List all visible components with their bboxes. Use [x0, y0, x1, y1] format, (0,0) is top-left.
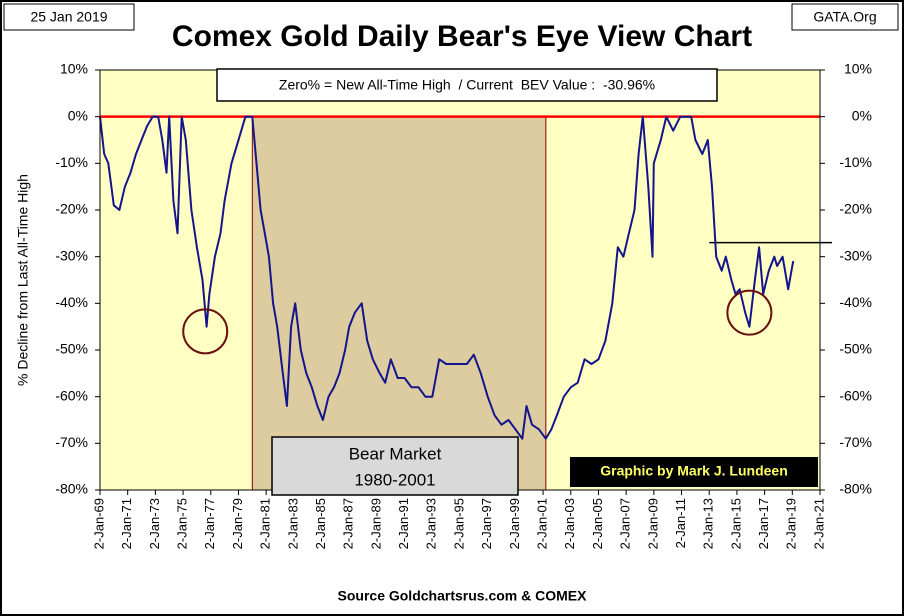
x-tick-label: 2-Jan-15 — [728, 498, 743, 549]
x-tick-label: 2-Jan-75 — [175, 498, 190, 549]
info-text: Zero% = New All-Time High / Current BEV … — [279, 77, 655, 93]
y-tick-label: -80% — [55, 481, 88, 497]
x-tick-label: 2-Jan-79 — [230, 498, 245, 549]
date-stamp: 25 Jan 2019 — [30, 9, 107, 25]
y-tick-label: -10% — [55, 154, 88, 170]
highlight-circle — [182, 308, 229, 355]
y-axis-label: % Decline from Last All-Time High — [15, 174, 31, 386]
credit-box — [570, 457, 818, 487]
x-tick-label: 2-Jan-81 — [258, 498, 273, 549]
y2-tick-label: -40% — [839, 294, 872, 310]
x-tick-label: 2-Jan-73 — [147, 498, 162, 549]
x-tick-label: 2-Jan-97 — [479, 498, 494, 549]
x-tick-label: 2-Jan-85 — [313, 498, 328, 549]
x-tick-label: 2-Jan-09 — [645, 498, 660, 549]
x-tick-label: 2-Jan-95 — [451, 498, 466, 549]
y2-tick-label: -80% — [839, 481, 872, 497]
y2-tick-label: -50% — [839, 341, 872, 357]
highlight-circle — [726, 289, 773, 336]
y-tick-label: 0% — [68, 107, 88, 123]
x-tick-label: 2-Jan-71 — [119, 498, 134, 549]
chart-title: Comex Gold Daily Bear's Eye View Chart — [172, 20, 752, 53]
bear-market-region — [251, 116, 547, 491]
x-tick-label: 2-Jan-05 — [590, 498, 605, 549]
y-tick-label: -70% — [55, 434, 88, 450]
x-tick-label: 2-Jan-17 — [756, 498, 771, 549]
y2-tick-label: -70% — [839, 434, 872, 450]
x-tick-label: 2-Jan-13 — [701, 498, 716, 549]
source: Source Goldchartsrus.com & COMEX — [338, 588, 588, 604]
x-tick-label: 2-Jan-11 — [673, 498, 688, 548]
y-tick-label: 10% — [60, 61, 88, 77]
x-tick-label: 2-Jan-07 — [618, 498, 633, 549]
x-tick-label: 2-Jan-03 — [562, 498, 577, 549]
bear-label: Bear Market — [349, 444, 442, 463]
x-tick-label: 2-Jan-69 — [91, 498, 106, 549]
y-tick-label: -40% — [55, 294, 88, 310]
y2-tick-label: -60% — [839, 387, 872, 403]
bear-label: 1980-2001 — [354, 470, 435, 489]
site: GATA.Org — [813, 9, 876, 25]
x-tick-label: 2-Jan-19 — [784, 498, 799, 549]
y2-tick-label: -30% — [839, 247, 872, 263]
x-tick-label: 2-Jan-99 — [507, 498, 522, 549]
date-box — [3, 3, 135, 31]
x-tick-label: 2-Jan-01 — [535, 498, 550, 549]
x-tick-label: 2-Jan-21 — [811, 498, 826, 549]
y2-tick-label: 10% — [844, 61, 872, 77]
x-tick-label: 2-Jan-93 — [424, 498, 439, 549]
y-tick-label: -30% — [55, 247, 88, 263]
credit: Graphic by Mark J. Lundeen — [600, 463, 788, 479]
x-tick-label: 2-Jan-89 — [368, 498, 383, 549]
y2-tick-label: -10% — [839, 154, 872, 170]
site-box — [791, 3, 899, 31]
x-tick-label: 2-Jan-91 — [396, 498, 411, 549]
info-box — [216, 68, 718, 102]
x-tick-label: 2-Jan-87 — [341, 498, 356, 549]
x-tick-label: 2-Jan-83 — [285, 498, 300, 549]
y2-tick-label: -20% — [839, 201, 872, 217]
x-tick-label: 2-Jan-77 — [202, 498, 217, 549]
y-tick-label: -50% — [55, 341, 88, 357]
gold-bev-line — [99, 115, 795, 440]
y-tick-label: -60% — [55, 387, 88, 403]
y2-tick-label: 0% — [852, 107, 872, 123]
bear-label-box — [271, 436, 519, 496]
y-tick-label: -20% — [55, 201, 88, 217]
